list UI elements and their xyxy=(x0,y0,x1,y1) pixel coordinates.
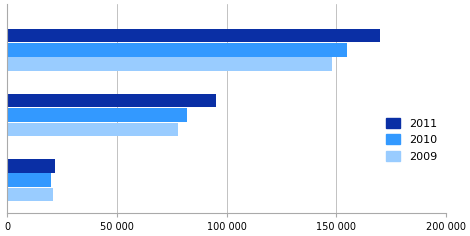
Bar xyxy=(7,29,380,42)
Bar xyxy=(7,43,347,57)
Bar xyxy=(7,57,332,71)
Bar xyxy=(7,173,51,187)
Bar xyxy=(7,122,178,136)
Bar xyxy=(7,188,53,201)
Bar xyxy=(7,159,55,173)
Legend: 2011, 2010, 2009: 2011, 2010, 2009 xyxy=(383,115,440,165)
Bar xyxy=(7,94,216,107)
Bar xyxy=(7,108,187,122)
